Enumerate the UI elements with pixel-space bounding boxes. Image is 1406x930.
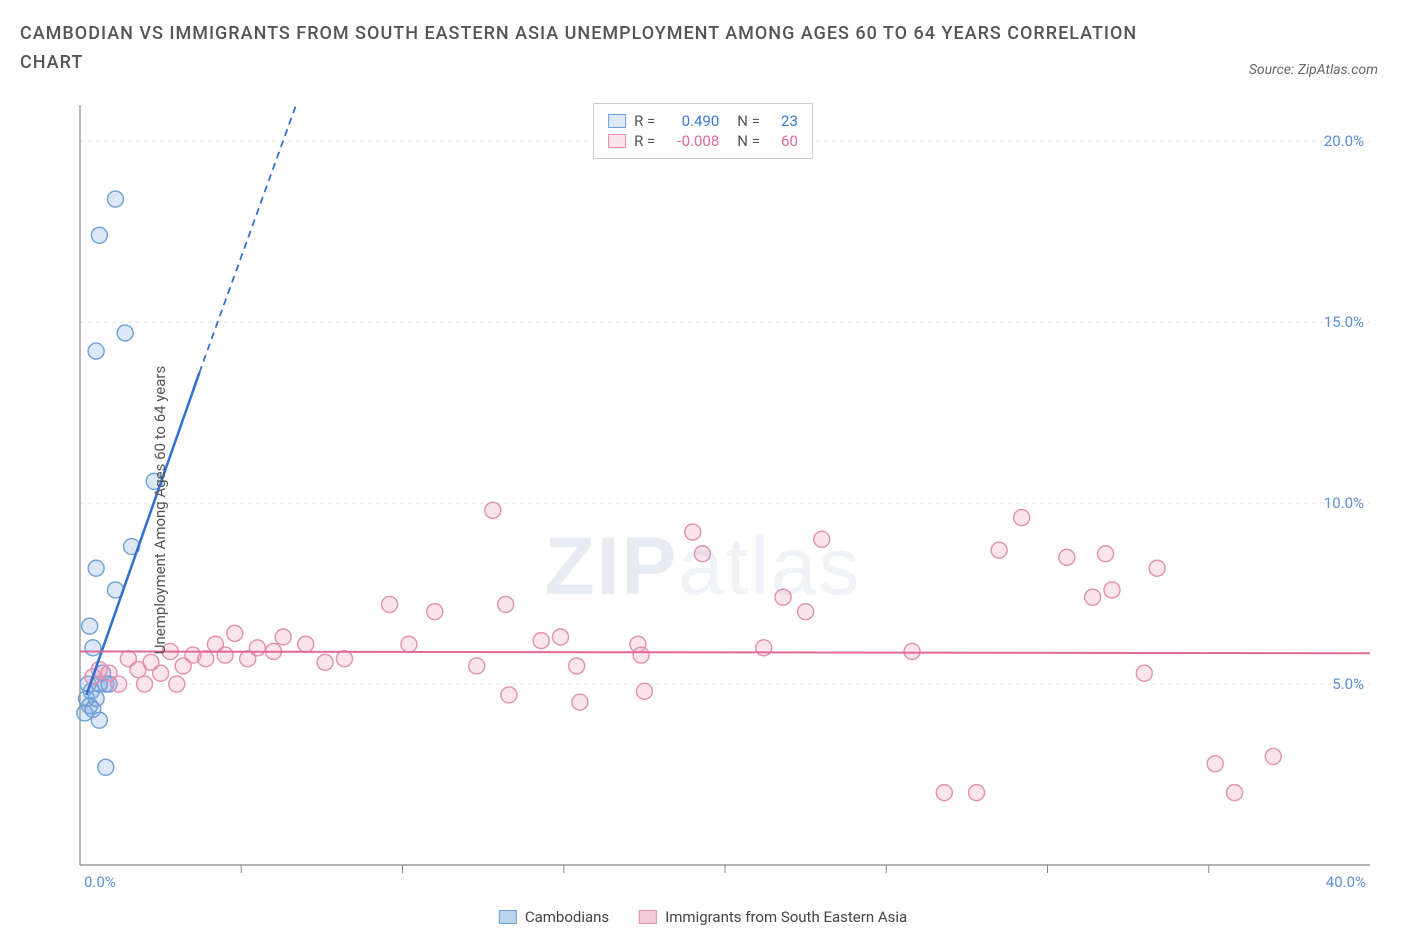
stats-legend: R =0.490N =23 R =-0.008N =60 — [593, 103, 813, 159]
chart-container: Unemployment Among Ages 60 to 64 years 5… — [20, 100, 1386, 920]
svg-text:15.0%: 15.0% — [1324, 313, 1364, 331]
svg-text:20.0%: 20.0% — [1324, 132, 1364, 150]
legend-item: Immigrants from South Eastern Asia — [639, 908, 907, 926]
series-legend: Cambodians Immigrants from South Eastern … — [499, 908, 907, 926]
svg-text:5.0%: 5.0% — [1332, 675, 1364, 693]
stats-row: R =-0.008N =60 — [608, 132, 798, 150]
chart-title: CAMBODIAN VS IMMIGRANTS FROM SOUTH EASTE… — [20, 20, 1140, 78]
legend-item: Cambodians — [499, 908, 609, 926]
svg-text:10.0%: 10.0% — [1324, 494, 1364, 512]
y-axis-label: Unemployment Among Ages 60 to 64 years — [151, 366, 169, 654]
svg-text:40.0%: 40.0% — [1326, 873, 1366, 891]
stats-row: R =0.490N =23 — [608, 112, 798, 130]
scatter-chart: 5.0% 10.0% 15.0% 20.0% 0.0% 40.0% — [20, 100, 1386, 920]
svg-text:0.0%: 0.0% — [84, 873, 116, 891]
source-attribution: Source: ZipAtlas.com — [1249, 62, 1378, 78]
